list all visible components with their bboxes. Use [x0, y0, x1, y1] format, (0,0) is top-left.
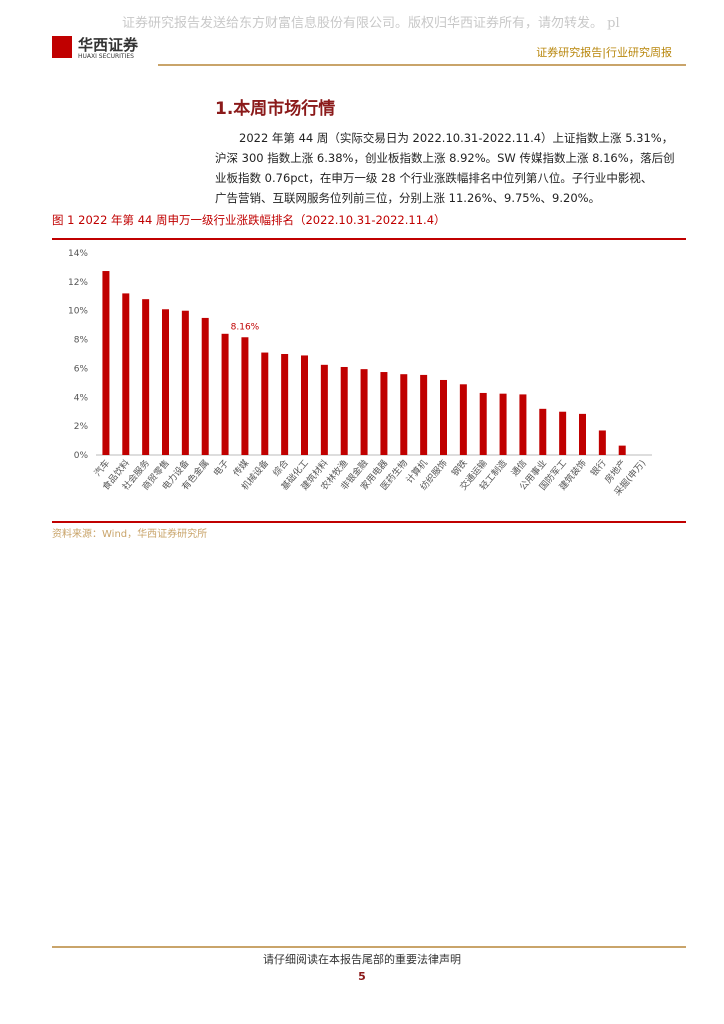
paragraph-line: 沪深 300 指数上涨 6.38%，创业板指数上涨 8.92%。SW 传媒指数上…	[215, 151, 675, 165]
watermark: 证券研究报告发送给东方财富信息股份有限公司。版权归华西证券所有，请勿转发。 pl	[122, 16, 620, 31]
logo-name: 华西证券	[78, 36, 139, 54]
figure-rule	[52, 238, 686, 240]
bar	[440, 379, 447, 455]
bar	[539, 408, 547, 455]
figure-rule	[52, 521, 686, 523]
bar	[221, 333, 229, 455]
bar	[479, 392, 487, 455]
bar	[559, 411, 567, 455]
y-tick-label: 14%	[68, 249, 88, 259]
bar	[320, 364, 328, 455]
bar	[579, 413, 586, 455]
bar	[499, 393, 507, 455]
bar	[181, 310, 189, 455]
bar	[142, 299, 150, 455]
bar	[380, 372, 388, 455]
data-label: 8.16%	[231, 322, 260, 332]
bar	[420, 374, 428, 455]
bar	[261, 352, 269, 455]
y-tick-label: 12%	[68, 278, 88, 288]
disclaimer: 请仔细阅读在本报告尾部的重要法律声明	[263, 953, 461, 966]
y-tick-label: 2%	[74, 422, 89, 432]
section-title: 1.本周市场行情	[215, 99, 336, 119]
y-tick-label: 6%	[74, 364, 89, 374]
bar	[400, 374, 408, 455]
bar	[598, 430, 606, 455]
paragraph-line: 2022 年第 44 周（实际交易日为 2022.10.31-2022.11.4…	[239, 131, 674, 145]
bar	[162, 309, 169, 455]
paragraph-line: 业板指数 0.76pct，在申万一级 28 个行业涨跌幅排名中位列第八位。子行业…	[215, 171, 653, 185]
bar	[122, 293, 130, 455]
bar	[201, 317, 209, 455]
footer-rule	[52, 946, 686, 948]
page-number: 5	[358, 970, 366, 983]
bar	[340, 366, 348, 455]
bar	[281, 354, 289, 455]
y-tick-label: 8%	[74, 336, 89, 346]
logo-mark	[52, 36, 72, 58]
paragraph-line: 广告营销、互联网服务位列前三位，分别上涨 11.26%、9.75%、9.20%。	[215, 191, 601, 205]
bar	[241, 337, 249, 455]
x-tick-label: 电子	[211, 457, 232, 479]
chart: 0%2%4%6%8%10%12%14%汽车食品饮料社会服务商贸零售电力设备有色金…	[68, 249, 652, 498]
bar	[301, 355, 308, 455]
logo-en: HUAXI SECURITIES	[78, 53, 134, 60]
header-rule	[158, 64, 686, 66]
bar	[519, 394, 527, 455]
bar	[618, 445, 626, 455]
y-tick-label: 10%	[68, 307, 88, 317]
paragraph: 2022 年第 44 周（实际交易日为 2022.10.31-2022.11.4…	[215, 128, 675, 208]
figure-caption: 图 1 2022 年第 44 周申万一级行业涨跌幅排名（2022.10.31-2…	[52, 213, 446, 227]
bar	[459, 384, 467, 455]
y-tick-label: 0%	[74, 451, 89, 461]
report-type: 证券研究报告|行业研究周报	[536, 46, 672, 59]
y-tick-label: 4%	[74, 393, 89, 403]
bar	[360, 369, 368, 455]
figure-source: 资料来源：Wind，华西证券研究所	[52, 529, 208, 540]
bar	[102, 271, 110, 455]
